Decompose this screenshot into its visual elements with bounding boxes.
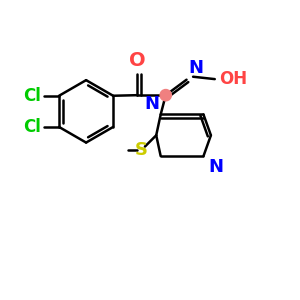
Text: N: N xyxy=(144,95,159,113)
Text: N: N xyxy=(208,158,223,175)
Text: Cl: Cl xyxy=(23,87,40,105)
Text: N: N xyxy=(188,59,203,77)
Text: S: S xyxy=(135,141,148,159)
Text: O: O xyxy=(129,51,146,70)
Text: OH: OH xyxy=(219,70,247,88)
Text: Cl: Cl xyxy=(23,118,40,136)
Circle shape xyxy=(160,89,171,101)
